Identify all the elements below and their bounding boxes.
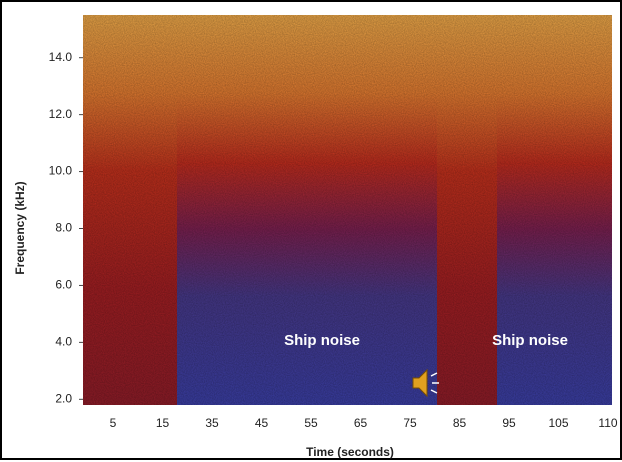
- y-tick-label: 4.0: [55, 335, 72, 349]
- y-tick-label: 14.0: [49, 50, 73, 64]
- x-tick-label: 55: [304, 416, 318, 430]
- speaker-icon: [412, 368, 439, 398]
- x-tick-label: 95: [502, 416, 516, 430]
- x-tick-label: 85: [453, 416, 467, 430]
- x-tick-label: 35: [205, 416, 219, 430]
- x-tick-label: 45: [255, 416, 269, 430]
- y-axis-label: Frequency (kHz): [13, 181, 27, 274]
- x-tick-label: 65: [354, 416, 368, 430]
- x-axis-label: Time (seconds): [306, 445, 394, 459]
- x-tick-label: 105: [548, 416, 568, 430]
- spectrogram: [83, 15, 612, 405]
- x-tick-label: 75: [403, 416, 417, 430]
- x-tick-label: 15: [156, 416, 170, 430]
- annotation: Ship noise: [492, 332, 568, 349]
- annotation: Ship noise: [284, 332, 360, 349]
- y-tick-label: 8.0: [55, 221, 72, 235]
- x-tick-label: 5: [110, 416, 117, 430]
- y-tick-label: 12.0: [49, 107, 73, 121]
- x-tick-label: 110: [598, 416, 617, 430]
- y-tick-label: 10.0: [49, 164, 73, 178]
- y-tick-label: 6.0: [55, 278, 72, 292]
- y-tick-label: 2.0: [55, 391, 72, 405]
